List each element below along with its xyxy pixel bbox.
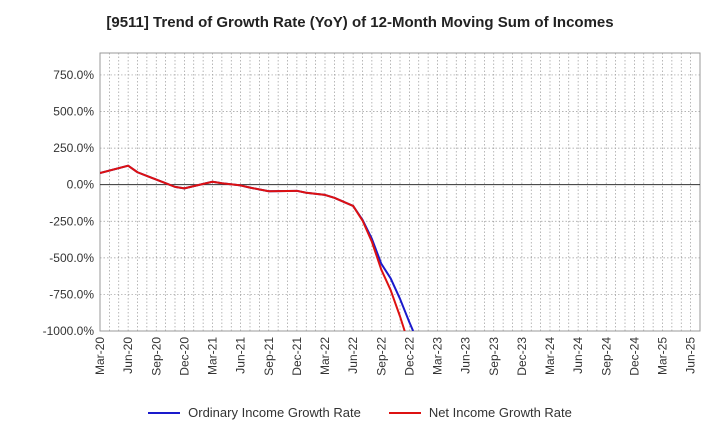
y-tick-label: 250.0% [53, 141, 94, 155]
x-tick-label: Jun-20 [121, 337, 135, 374]
chart-title: [9511] Trend of Growth Rate (YoY) of 12-… [106, 14, 614, 31]
legend-item-net-income: Net Income Growth Rate [388, 405, 572, 420]
y-tick-label: 750.0% [53, 68, 94, 82]
x-tick-label: Mar-22 [318, 337, 332, 375]
x-tick-label: Sep-22 [374, 337, 388, 376]
x-tick-label: Jun-23 [459, 337, 473, 374]
x-tick-label: Dec-21 [290, 337, 304, 376]
y-tick-label: -500.0% [49, 251, 94, 265]
legend-swatch-net-income [388, 411, 421, 414]
series-line-net-income [100, 164, 406, 331]
x-tick-label: Sep-24 [599, 337, 613, 376]
y-tick-label: 0.0% [67, 178, 95, 192]
x-tick-label: Mar-25 [656, 337, 670, 375]
x-tick-label: Mar-24 [543, 337, 557, 375]
plot-area [99, 52, 701, 332]
x-tick-label: Dec-24 [627, 337, 641, 376]
x-tick-label: Dec-20 [177, 337, 191, 376]
legend-item-ordinary-income: Ordinary Income Growth Rate [148, 405, 361, 420]
x-tick-label: Jun-21 [234, 337, 248, 374]
legend-label-ordinary-income: Ordinary Income Growth Rate [188, 405, 361, 420]
x-tick-label: Mar-21 [206, 337, 220, 375]
legend-label-net-income: Net Income Growth Rate [428, 405, 572, 420]
x-tick-label: Sep-20 [149, 337, 163, 376]
x-tick-label: Jun-25 [684, 337, 698, 374]
y-tick-label: -1000.0% [43, 324, 95, 338]
legend-swatch-ordinary-income [148, 411, 181, 414]
x-tick-label: Jun-22 [346, 337, 360, 374]
x-tick-label: Jun-24 [571, 337, 585, 374]
x-tick-label: Mar-23 [431, 337, 445, 375]
x-tick-label: Mar-20 [93, 337, 107, 375]
legend: Ordinary Income Growth Rate Net Income G… [0, 405, 720, 420]
x-tick-label: Dec-23 [515, 337, 529, 376]
x-tick-label: Sep-23 [487, 337, 501, 376]
y-tick-label: -750.0% [49, 287, 94, 301]
x-tick-label: Sep-21 [262, 337, 276, 376]
y-tick-label: -250.0% [49, 214, 94, 228]
x-tick-label: Dec-22 [402, 337, 416, 376]
y-tick-label: 500.0% [53, 105, 94, 119]
